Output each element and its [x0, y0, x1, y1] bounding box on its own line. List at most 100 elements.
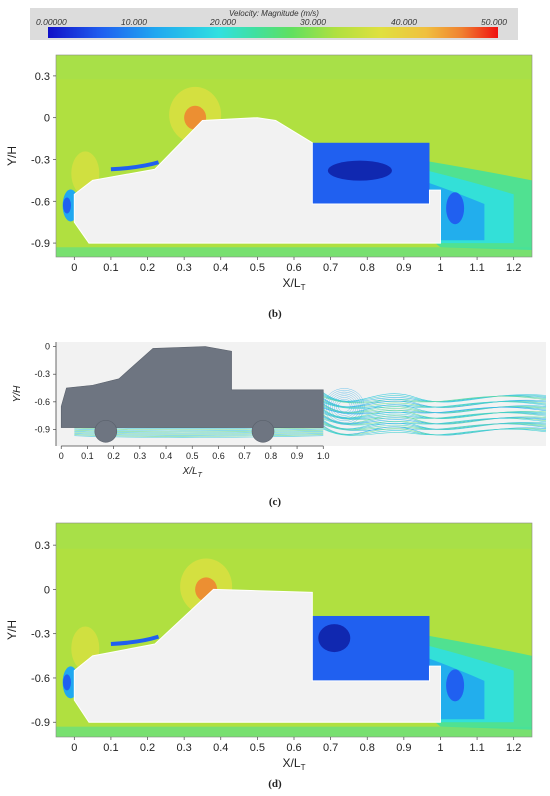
- y-tick-label: -0.9: [31, 238, 50, 250]
- y-tick-label: 0: [45, 342, 50, 352]
- x-tick-label: 0.2: [107, 451, 120, 461]
- front-stagnation-core: [62, 674, 71, 691]
- y-axis-label: Y/H: [5, 620, 19, 640]
- hood-separation: [110, 634, 160, 647]
- x-tick-label: 0.7: [323, 742, 338, 754]
- colorbar-title: Velocity: Magnitude (m/s): [229, 9, 319, 18]
- vehicle-body: [73, 588, 441, 723]
- vehicle-silhouette: [60, 346, 324, 428]
- x-tick-label: 0.5: [186, 451, 199, 461]
- x-tick-label: 0.9: [396, 262, 411, 274]
- x-tick-label: 0.3: [177, 742, 192, 754]
- streamline: [323, 412, 547, 420]
- x-tick-label: 0.2: [140, 742, 155, 754]
- x-tick-label: 1.1: [469, 262, 484, 274]
- x-tick-label: 0.3: [177, 262, 192, 274]
- y-tick-label: -0.6: [31, 196, 50, 208]
- x-tick-label: 0.1: [103, 742, 118, 754]
- x-tick-label: 1: [437, 742, 443, 754]
- y-tick-label: 0: [44, 113, 50, 125]
- contour-field: [56, 55, 532, 257]
- x-tick-label: 0.8: [360, 742, 375, 754]
- x-tick-label: 0.3: [134, 451, 147, 461]
- y-axis-label: Y/H: [12, 385, 23, 402]
- x-tick-label: 0.6: [286, 742, 301, 754]
- x-tick-label: 1.1: [469, 742, 484, 754]
- upper-band: [56, 55, 532, 80]
- x-tick-label: 0.4: [213, 742, 228, 754]
- x-tick-label: 0.8: [265, 451, 278, 461]
- floor-band: [56, 247, 532, 257]
- streamline: [323, 406, 547, 415]
- streamline: [323, 401, 547, 409]
- x-tick-label: 0: [59, 451, 64, 461]
- colorbar-tick: 50.000: [481, 17, 507, 27]
- x-tick-label: 0.6: [212, 451, 225, 461]
- x-tick-label: 0.7: [323, 262, 338, 274]
- wake-swirl: [331, 395, 357, 418]
- x-axis-label-subscript: T: [301, 283, 306, 292]
- wheel: [94, 419, 118, 443]
- x-tick-label: 0: [71, 262, 77, 274]
- colorbar-tick: 40.000: [391, 17, 417, 27]
- wake-swirl: [337, 400, 351, 413]
- upper-band: [56, 523, 532, 549]
- y-tick-label: -0.3: [34, 369, 50, 379]
- x-tick-label: 0.4: [213, 262, 228, 274]
- y-tick-label: -0.6: [34, 397, 50, 407]
- x-tick-label: 0.5: [250, 742, 265, 754]
- x-axis-label-subscript: T: [198, 472, 203, 479]
- x-tick-label: 1.2: [506, 262, 521, 274]
- caption-d: (d): [268, 778, 282, 790]
- colorbar-tick: 0.00000: [36, 17, 67, 27]
- streamline: [323, 428, 547, 436]
- x-tick-label: 1.0: [317, 451, 330, 461]
- wake-swirl: [329, 393, 359, 420]
- colorbar-tick: 20.000: [210, 17, 236, 27]
- front-stagnation-core: [62, 197, 71, 214]
- y-tick-label: -0.6: [31, 673, 50, 685]
- caption-c: (c): [268, 496, 282, 508]
- contour-field: [56, 523, 532, 737]
- y-tick-label: 0: [44, 584, 50, 596]
- wake-swirl: [323, 388, 365, 425]
- x-axis-label: X/LT: [283, 756, 306, 772]
- x-axis-label: X/LT: [283, 276, 306, 292]
- wake-swirl: [325, 389, 363, 423]
- caption-b: (b): [268, 308, 282, 320]
- x-axis-label-subscript: T: [301, 763, 306, 772]
- colorbar-tick: 30.000: [300, 17, 326, 27]
- rear-vortex: [446, 669, 465, 702]
- wheel: [251, 419, 275, 443]
- cavity-vortex: [318, 624, 351, 653]
- streamline: [323, 395, 547, 404]
- wake-swirl: [327, 391, 361, 422]
- colorbar-tick: 10.000: [121, 17, 147, 27]
- y-tick-label: -0.9: [34, 424, 50, 434]
- x-tick-label: 0.1: [103, 262, 118, 274]
- streamline: [323, 417, 547, 426]
- x-tick-label: 0.9: [291, 451, 304, 461]
- floor-band: [56, 726, 532, 737]
- x-tick-label: 0.1: [81, 451, 94, 461]
- x-tick-label: 0.9: [396, 742, 411, 754]
- wake-swirl: [335, 398, 353, 414]
- x-tick-label: 1: [437, 262, 443, 274]
- x-tick-label: 0: [71, 742, 77, 754]
- y-tick-label: -0.3: [31, 629, 50, 641]
- velocity-contour-chart-b: 0 0.1 0.2 0.3 0.4 0.5 0.6 0.7 0.8 0.9 1 1.1 1.2 0.3 0 -…: [5, 54, 533, 292]
- x-tick-label: 0.8: [360, 262, 375, 274]
- wake-swirl: [333, 397, 355, 416]
- x-tick-label: 0.7: [238, 451, 251, 461]
- y-axis-label: Y/H: [5, 146, 19, 166]
- hood-separation: [110, 160, 160, 172]
- x-tick-label: 0.4: [160, 451, 173, 461]
- x-tick-label: 0.6: [286, 262, 301, 274]
- streamline: [323, 423, 547, 431]
- colorbar-gradient: [48, 27, 498, 38]
- x-axis-label: X/LT: [182, 466, 203, 479]
- x-tick-label: 0.2: [140, 262, 155, 274]
- x-tick-label: 0.5: [250, 262, 265, 274]
- y-tick-label: 0.3: [35, 540, 50, 552]
- velocity-contour-chart-d: 0 0.1 0.2 0.3 0.4 0.5 0.6 0.7 0.8 0.9 1 1.1 1.2 0.3 0 -…: [5, 522, 533, 772]
